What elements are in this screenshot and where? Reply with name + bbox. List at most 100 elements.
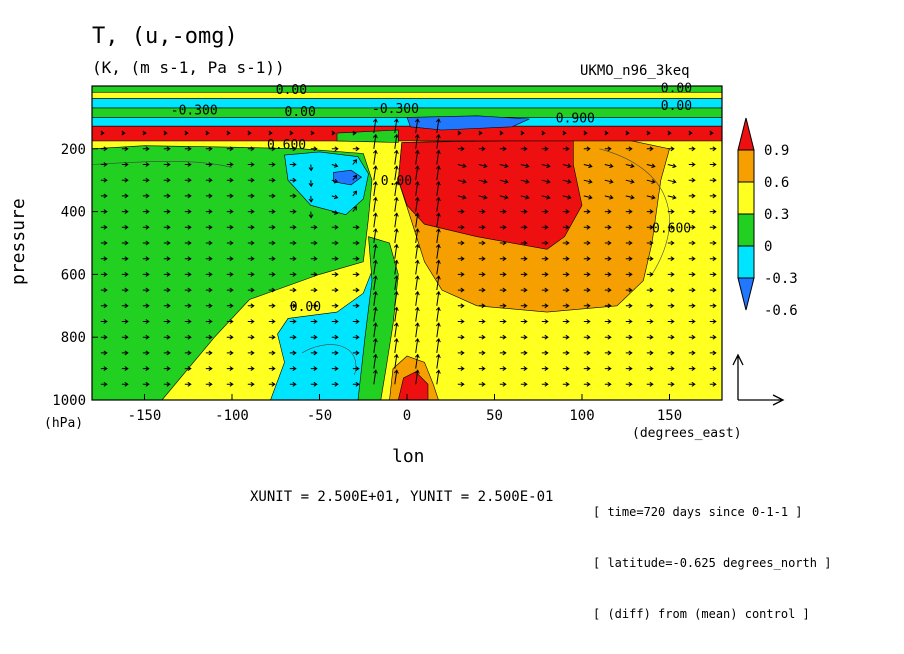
- vector-arrow: [414, 181, 420, 196]
- vector-arrow: [100, 240, 108, 246]
- vector-arrow: [583, 366, 591, 372]
- vector-arrow: [435, 212, 441, 228]
- vector-units-line: XUNIT = 2.500E+01, YUNIT = 2.500E-01: [250, 489, 554, 505]
- vector-arrow: [499, 319, 507, 324]
- vector-arrow: [121, 271, 129, 277]
- vector-arrow: [289, 287, 297, 293]
- colorbar-label: 0: [764, 239, 772, 255]
- vector-field: [100, 118, 717, 387]
- vector-arrow: [163, 162, 171, 167]
- vector-arrow: [583, 381, 591, 387]
- vector-arrow: [646, 240, 654, 246]
- vector-arrow: [667, 130, 672, 136]
- contour-line: [92, 161, 233, 168]
- vector-arrow: [625, 179, 635, 184]
- vector-arrow: [310, 334, 318, 340]
- vector-arrow: [184, 256, 192, 262]
- vector-arrow: [352, 146, 360, 152]
- vector-arrow: [688, 319, 696, 324]
- y-tick-label: 1000: [52, 393, 86, 409]
- vector-arrow: [268, 162, 276, 167]
- vector-arrow: [184, 209, 192, 215]
- vector-arrow: [331, 366, 339, 372]
- axes: -150 -100 -50 0 50 100 150 200 400 600 800 1000: [52, 142, 682, 424]
- vector-arrow: [393, 353, 399, 369]
- vector-arrow: [625, 381, 633, 387]
- vector-arrow: [499, 163, 509, 169]
- vector-arrow: [393, 196, 399, 212]
- vector-arrow: [268, 209, 276, 215]
- vector-arrow: [226, 146, 234, 152]
- vector-arrow: [205, 366, 213, 372]
- vector-arrow: [331, 256, 339, 262]
- x-tick-label: -50: [307, 408, 332, 424]
- vector-arrow: [435, 322, 441, 338]
- contour-line: [301, 344, 357, 375]
- vector-arrow: [268, 303, 276, 309]
- vector-arrow: [372, 290, 378, 306]
- meta-line-latitude: [ latitude=-0.625 degrees_north ]: [593, 556, 832, 570]
- vector-arrow: [604, 287, 612, 293]
- vector-arrow: [457, 256, 465, 262]
- vector-arrow: [646, 350, 654, 356]
- vector-arrow: [520, 163, 530, 169]
- vector-arrow: [393, 322, 399, 338]
- vector-arrow: [184, 303, 192, 309]
- vector-arrow: [709, 146, 717, 152]
- vector-arrow: [562, 224, 570, 230]
- vector-arrow: [142, 319, 150, 324]
- vector-arrow: [478, 319, 486, 324]
- contour-label: 0.00: [290, 300, 321, 315]
- vector-arrow: [310, 381, 318, 387]
- metadata-block: [ time=720 days since 0-1-1 ] [ latitude…: [593, 470, 831, 640]
- vector-arrow: [414, 306, 420, 322]
- vector-arrow: [667, 146, 675, 152]
- vector-arrow: [352, 366, 360, 372]
- chart-subtitle: (K, (m s-1, Pa s-1)): [92, 58, 285, 77]
- vector-arrow: [478, 256, 486, 262]
- vector-arrow: [667, 381, 675, 387]
- colorbar-label: 0.6: [764, 175, 789, 191]
- vector-arrow: [142, 271, 150, 277]
- vector-arrow: [667, 163, 677, 169]
- vector-arrow: [541, 224, 549, 230]
- vector-arrow: [688, 256, 696, 262]
- x-tick-label: -100: [215, 408, 249, 424]
- vector-arrow: [499, 240, 507, 246]
- vector-arrow: [163, 256, 171, 262]
- vector-arrow: [289, 256, 297, 262]
- vector-arrow: [520, 271, 528, 277]
- vector-arrow: [121, 130, 126, 136]
- vector-arrow: [478, 224, 486, 230]
- vector-arrow: [457, 146, 465, 152]
- vector-arrow: [184, 130, 189, 136]
- x-tick-label: -150: [128, 408, 162, 424]
- vector-arrow: [372, 259, 378, 275]
- vector-arrow: [625, 319, 633, 324]
- vector-arrow: [352, 130, 357, 136]
- vector-arrow: [541, 350, 549, 356]
- vector-arrow: [478, 334, 486, 340]
- vector-arrow: [414, 165, 420, 181]
- vector-arrow: [583, 350, 591, 356]
- vector-arrow: [142, 287, 150, 293]
- vector-arrow: [247, 381, 255, 387]
- vector-arrow: [226, 209, 234, 215]
- vector-arrow: [562, 287, 570, 293]
- vector-arrow: [352, 174, 358, 181]
- vector-arrow: [414, 353, 420, 369]
- vector-arrow: [709, 287, 717, 293]
- vector-arrow: [625, 334, 633, 340]
- vector-arrow: [247, 319, 255, 324]
- vector-arrow: [646, 194, 656, 200]
- vector-arrow: [457, 130, 462, 136]
- vector-arrow: [163, 240, 171, 246]
- vector-arrow: [688, 224, 696, 230]
- vector-arrow: [289, 162, 297, 167]
- vector-arrow: [310, 146, 318, 152]
- vector-arrow: [205, 287, 213, 293]
- vector-arrow: [667, 194, 677, 200]
- vector-arrow: [520, 334, 528, 340]
- vector-arrow: [520, 240, 528, 246]
- vector-arrow: [372, 118, 378, 134]
